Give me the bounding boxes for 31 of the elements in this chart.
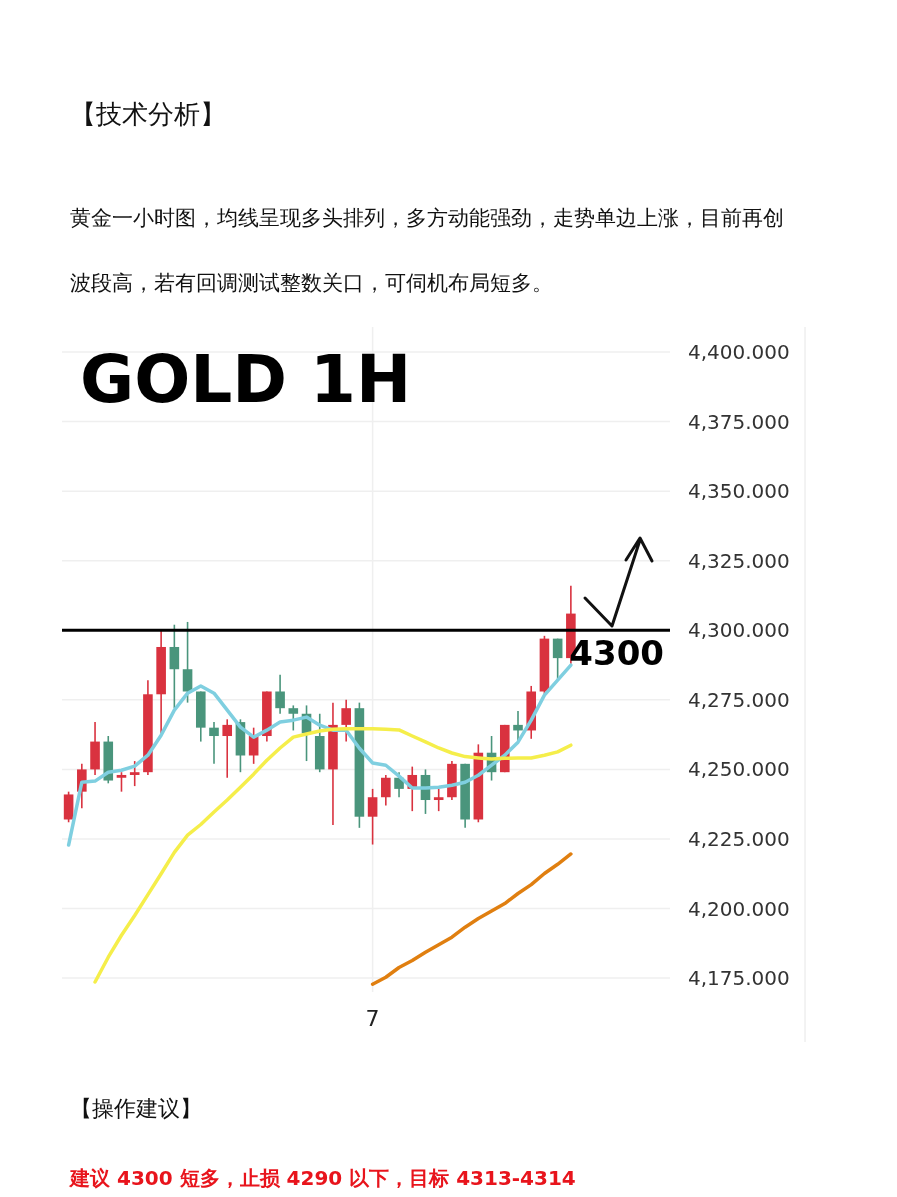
- y-tick-label: 4,275.000: [688, 687, 790, 712]
- candlestick: [288, 704, 299, 732]
- candlestick: [182, 621, 193, 704]
- x-tick-label: 7: [365, 1005, 380, 1031]
- candlestick: [341, 699, 351, 743]
- candlestick: [116, 771, 127, 793]
- text: 【操作建议】: [70, 1095, 203, 1123]
- y-tick-label: 4,350.000: [688, 479, 790, 504]
- line-series: [370, 852, 573, 986]
- candlestick: [275, 674, 285, 715]
- y-tick-label: 4,375.000: [688, 409, 790, 434]
- line-series: [66, 663, 573, 847]
- y-tick-label: 4,200.000: [688, 896, 790, 921]
- candlestick: [381, 774, 391, 807]
- candlestick: [129, 760, 140, 787]
- candlestick: [367, 788, 378, 846]
- candlestick: [169, 623, 180, 709]
- candlestick: [209, 721, 219, 765]
- candlestick: [513, 710, 523, 743]
- text: 黄金一小时图，均线呈现多头排列，多方动能强劲，走势单边上涨，目前再创波段高，若有回调测试整数关口，可伺机布局短多。: [70, 206, 784, 295]
- text: 【技术分析】: [70, 98, 227, 131]
- y-tick-label: 4,300.000: [688, 618, 790, 643]
- y-tick-label: 4,225.000: [688, 826, 790, 851]
- y-tick-label: 4,400.000: [688, 340, 790, 365]
- candlestick: [222, 718, 233, 779]
- y-tick-label: 4,250.000: [688, 757, 790, 782]
- chart-title: GOLD 1H: [80, 341, 412, 418]
- text: 建议 4300 短多，止损 4290 以下，目标 4313-4314: [70, 1165, 577, 1192]
- y-tick-label: 4,175.000: [688, 966, 790, 991]
- candlestick: [433, 788, 444, 812]
- y-tick-label: 4,325.000: [688, 548, 790, 573]
